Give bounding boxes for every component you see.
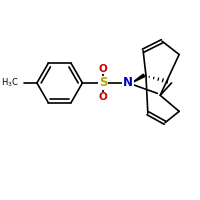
Text: S: S (99, 76, 108, 89)
Text: O: O (99, 64, 108, 74)
Polygon shape (132, 74, 145, 83)
Text: H$_3$C: H$_3$C (1, 77, 19, 89)
Text: O: O (99, 92, 108, 102)
Text: N: N (123, 76, 133, 89)
